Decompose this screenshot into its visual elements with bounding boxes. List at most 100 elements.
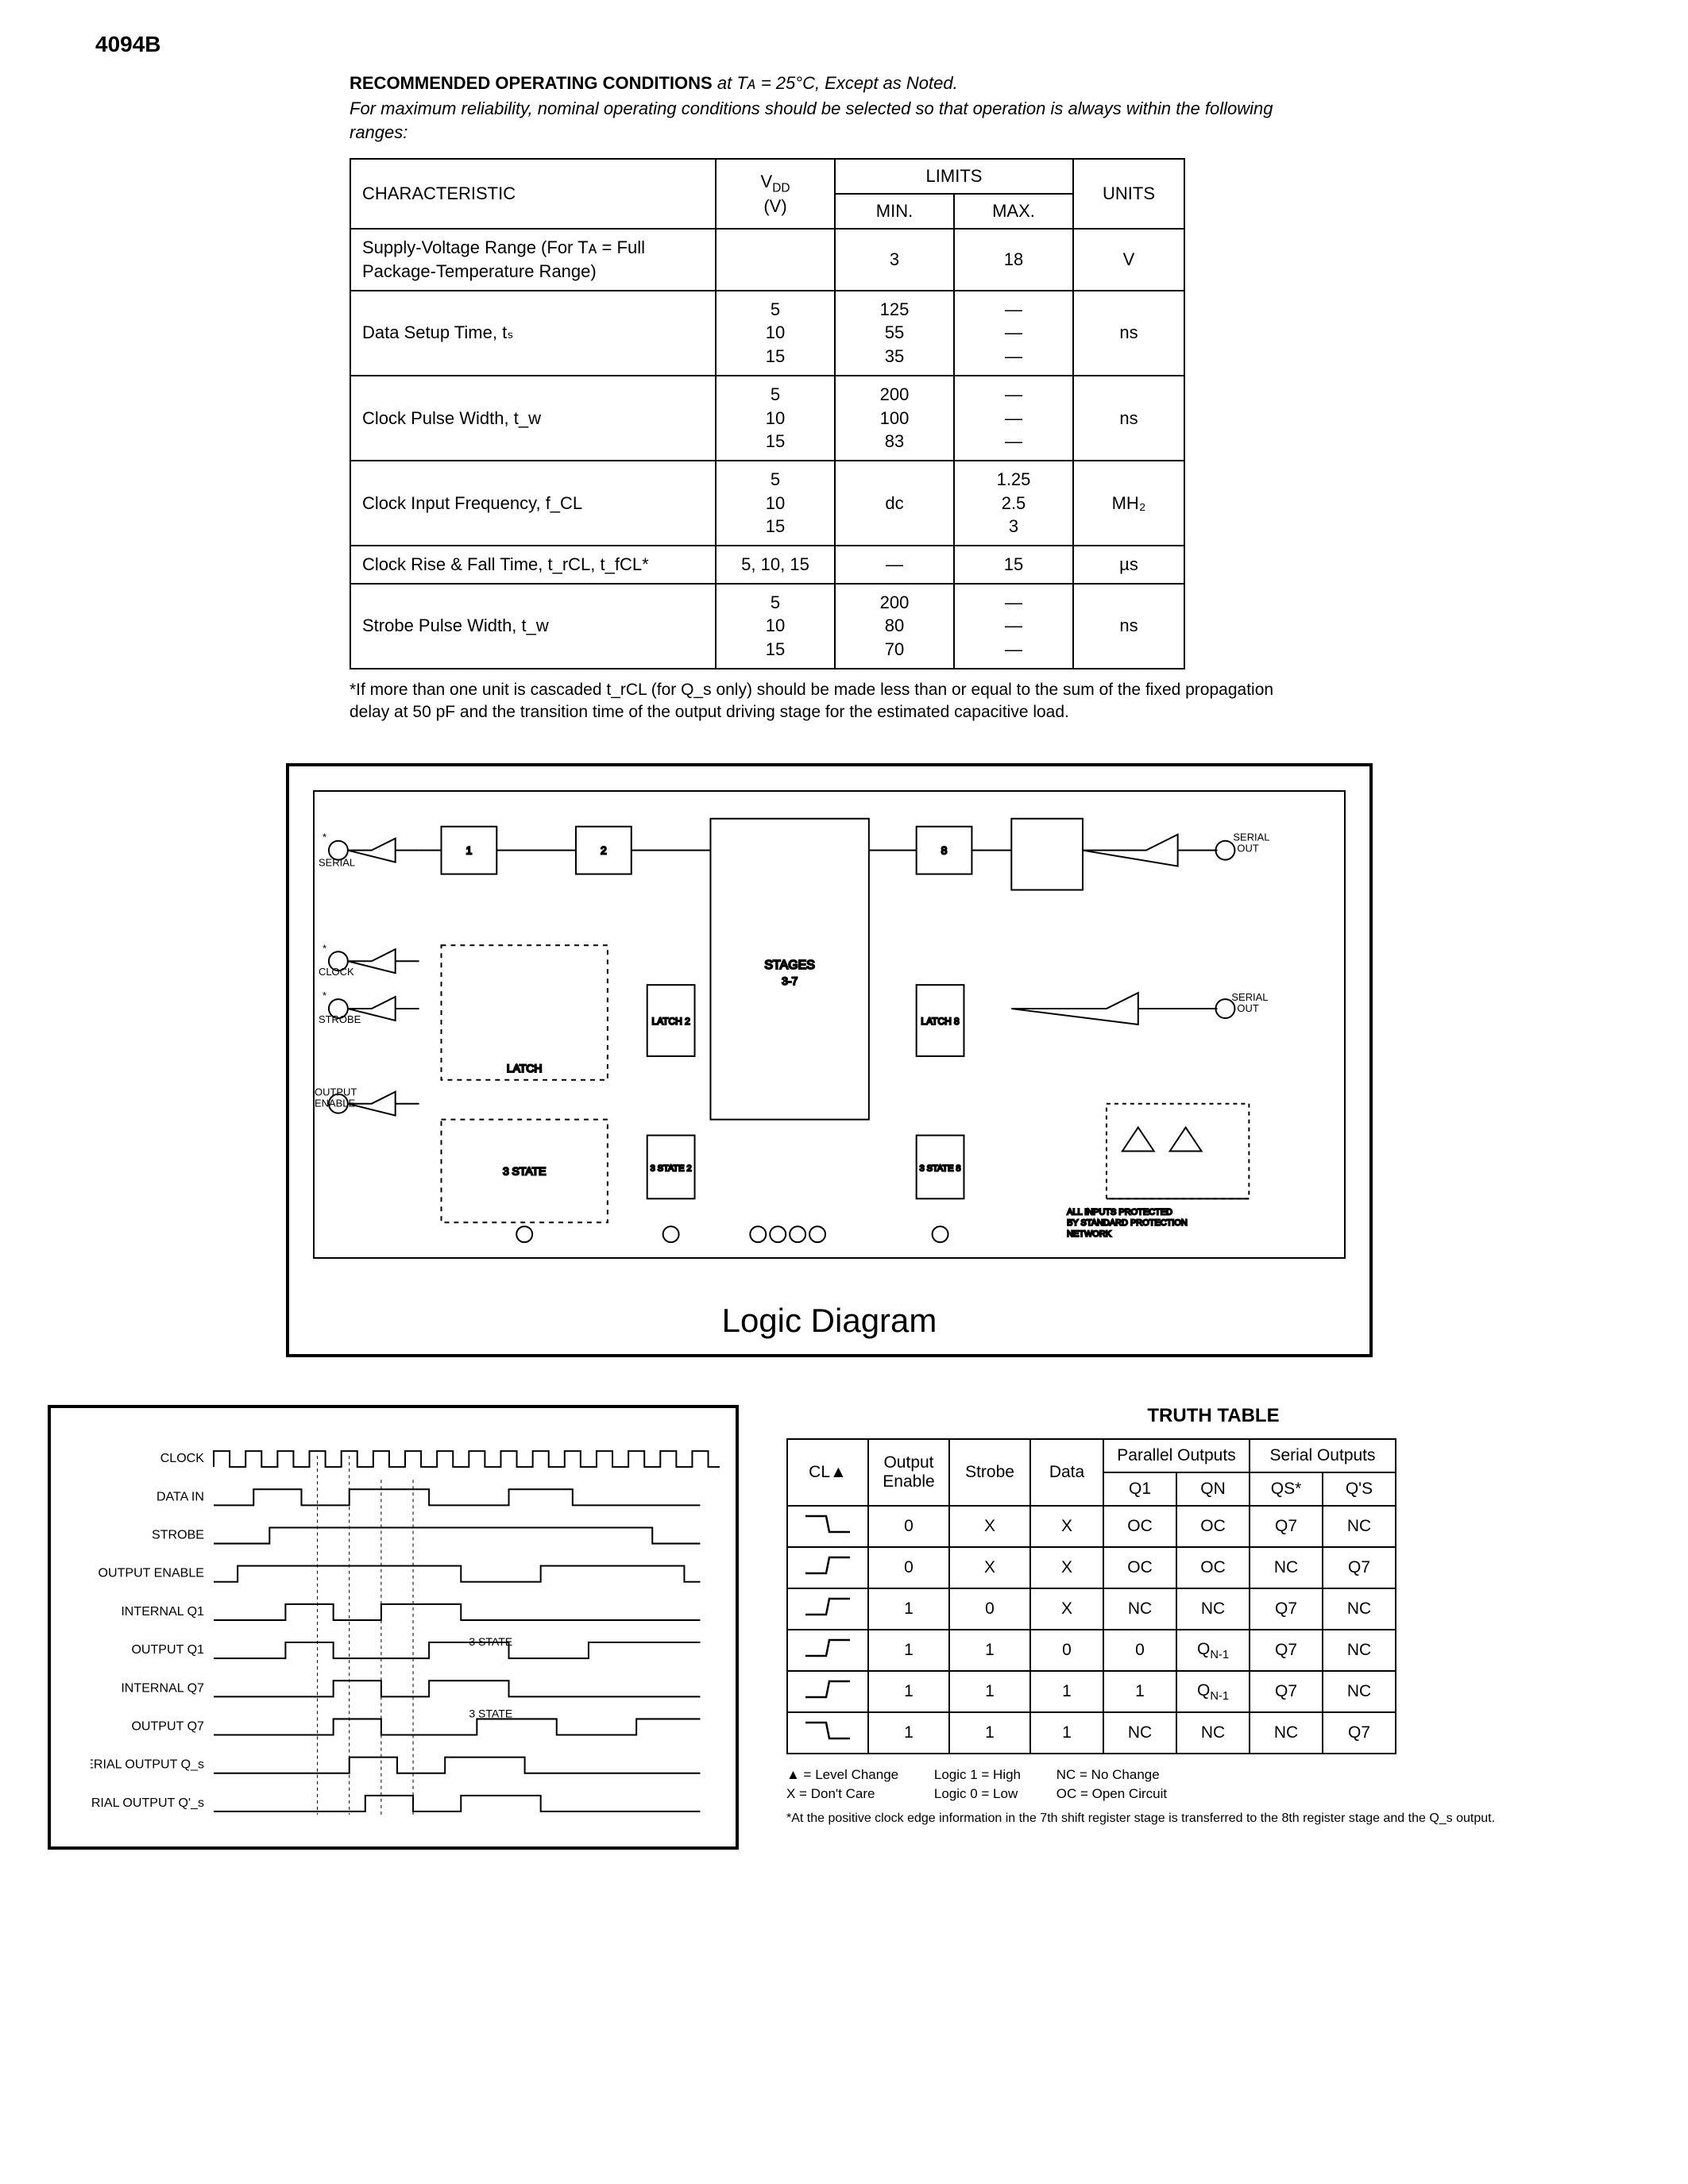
table-cell: 1 [949,1671,1030,1712]
table-cell: ——— [954,376,1073,461]
table-cell: 51015 [716,376,835,461]
table-cell [716,229,835,290]
table-cell: 20010083 [835,376,954,461]
table-cell: 15 [954,546,1073,584]
table-cell: NC [1176,1588,1250,1630]
table-cell: Supply-Voltage Range (For Tᴀ = Full Pack… [350,229,716,290]
vdd-sub: DD [772,182,790,195]
svg-text:STROBE: STROBE [319,1013,361,1025]
table-cell: QN-1 [1176,1630,1250,1671]
table-cell: 0 [1030,1630,1103,1671]
svg-text:OUTPUT Q1: OUTPUT Q1 [131,1642,204,1657]
truth-table-footnote: *At the positive clock edge information … [786,1810,1640,1827]
svg-text:LATCH: LATCH [507,1062,543,1075]
svg-text:CLOCK: CLOCK [319,967,354,978]
col-serial: Serial Outputs [1250,1439,1396,1472]
table-cell: ns [1073,376,1184,461]
svg-text:DATA IN: DATA IN [156,1490,204,1504]
col-max: MAX. [954,194,1073,229]
svg-text:OUTPUT: OUTPUT [315,1086,357,1098]
svg-text:*: * [323,943,326,955]
table-cell: Q7 [1250,1630,1323,1671]
col-characteristic: CHARACTERISTIC [350,159,716,229]
table-cell: NC [1103,1712,1176,1754]
truth-table-title: TRUTH TABLE [786,1405,1640,1427]
table-cell: µs [1073,546,1184,584]
legend-item: NC = No Change [1056,1767,1160,1782]
svg-text:OUT: OUT [1237,843,1258,855]
table-cell: OC [1176,1506,1250,1547]
table-cell: Clock Input Frequency, f_CL [350,461,716,546]
table-cell: OC [1103,1547,1176,1588]
legend-item: X = Don't Care [786,1786,875,1801]
table-cell: 0 [1103,1630,1176,1671]
table-cell: 0 [949,1588,1030,1630]
col-cl: CL▲ [787,1439,868,1506]
table-cell: X [949,1547,1030,1588]
svg-text:SERIAL: SERIAL [319,857,355,869]
table-cell: 51015 [716,584,835,669]
table-cell: X [1030,1547,1103,1588]
table-cell: 1 [1030,1712,1103,1754]
table-cell: NC [1250,1547,1323,1588]
table-cell [787,1506,868,1547]
col-units: UNITS [1073,159,1184,229]
col-q1: Q1 [1103,1472,1176,1506]
table-cell: 5, 10, 15 [716,546,835,584]
col-qn: QN [1176,1472,1250,1506]
table-cell: 18 [954,229,1073,290]
part-number: 4094B [95,32,1640,57]
section-subtitle: For maximum reliability, nominal operati… [350,97,1303,144]
table-cell: ns [1073,584,1184,669]
svg-text:3 STATE: 3 STATE [503,1165,546,1178]
svg-text:STROBE: STROBE [152,1528,204,1542]
table-cell: 1 [868,1712,949,1754]
svg-text:NETWORK: NETWORK [1067,1230,1112,1240]
table-cell: MH₂ [1073,461,1184,546]
timing-diagram-figure: CLOCKDATA INSTROBEOUTPUT ENABLEINTERNAL … [48,1405,739,1850]
col-parallel: Parallel Outputs [1103,1439,1250,1472]
svg-text:STAGES: STAGES [764,959,814,973]
truth-table-legend: ▲ = Level Change X = Don't Care Logic 1 … [786,1765,1640,1804]
svg-text:SERIAL: SERIAL [1231,991,1268,1003]
col-vdd: VDD (V) [716,159,835,229]
table-cell: Clock Rise & Fall Time, t_rCL, t_fCL* [350,546,716,584]
svg-text:1: 1 [466,844,473,857]
table-cell: 1 [949,1712,1030,1754]
table-cell: X [949,1506,1030,1547]
table-cell: Q7 [1250,1588,1323,1630]
logic-diagram-figure: 1 2 STAGES3-7 8 LATCH LATCH 2 LATCH 8 3 … [286,763,1373,1357]
table-cell: ns [1073,291,1184,376]
table-cell: QN-1 [1176,1671,1250,1712]
table-cell: 1 [868,1671,949,1712]
table-cell: Q7 [1323,1712,1396,1754]
table-cell: 1 [1030,1671,1103,1712]
logic-diagram-canvas: 1 2 STAGES3-7 8 LATCH LATCH 2 LATCH 8 3 … [313,790,1346,1259]
legend-item: Logic 1 = High [934,1767,1021,1782]
table-cell: 51015 [716,461,835,546]
table-cell: V [1073,229,1184,290]
svg-text:SERIAL OUTPUT Q_s: SERIAL OUTPUT Q_s [91,1758,204,1772]
svg-text:OUT: OUT [1237,1002,1258,1014]
vdd-sym: V [761,172,773,191]
svg-text:ENABLE: ENABLE [315,1098,355,1109]
table-cell [787,1588,868,1630]
section-heading: RECOMMENDED OPERATING CONDITIONS at Tᴀ =… [350,73,1303,94]
table-cell: 1 [868,1588,949,1630]
svg-text:OUTPUT ENABLE: OUTPUT ENABLE [98,1566,205,1580]
table-cell: X [1030,1506,1103,1547]
table-cell: 1255535 [835,291,954,376]
svg-text:3 STATE 2: 3 STATE 2 [651,1164,692,1174]
svg-text:SERIAL: SERIAL [1233,832,1269,843]
table-cell: NC [1103,1588,1176,1630]
table-cell: 51015 [716,291,835,376]
table-cell: NC [1323,1671,1396,1712]
table-cell [787,1547,868,1588]
timing-diagram-svg: CLOCKDATA INSTROBEOUTPUT ENABLEINTERNAL … [91,1432,720,1831]
table-cell: Strobe Pulse Width, t_w [350,584,716,669]
svg-text:SERIAL OUTPUT Q'_s: SERIAL OUTPUT Q'_s [91,1796,204,1810]
table-cell: Q7 [1250,1671,1323,1712]
heading-italic: at Tᴀ = 25°C, Except as Noted. [717,73,958,93]
table-cell: 1 [1103,1671,1176,1712]
table-footnote: *If more than one unit is cascaded t_rCL… [350,679,1303,724]
